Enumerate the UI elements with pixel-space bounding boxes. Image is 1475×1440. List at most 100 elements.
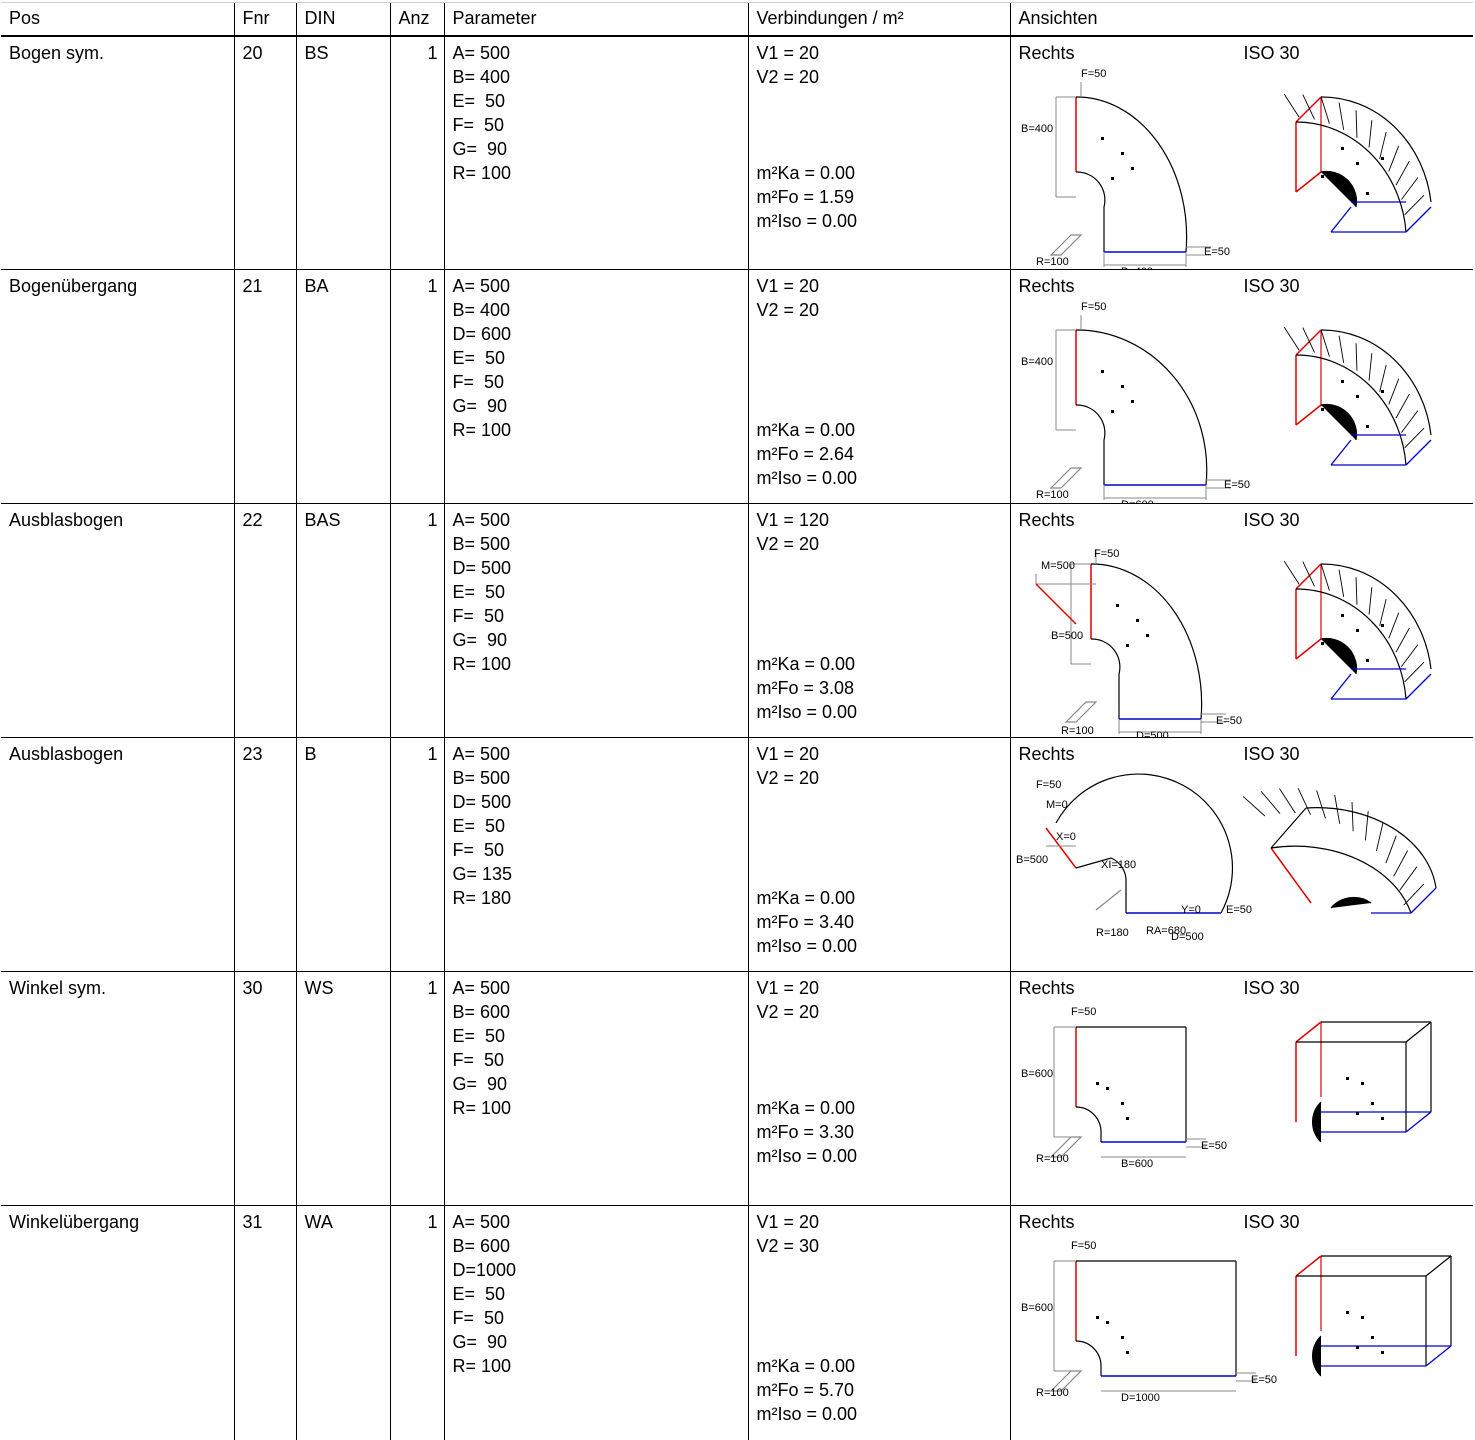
- outer-bend: [1075, 95, 1187, 252]
- blue-edge: [1329, 439, 1352, 466]
- dimension-label: R=180: [1096, 927, 1129, 939]
- table-row: Bogen sym. 20 BS 1 A= 500 B= 400 E= 50 F= 50 G= …: [1, 35, 1473, 270]
- table-row: Ausblasbogen 23 B 1 A= 500 B= 500 D= 500 E= 50 F…: [1, 737, 1473, 972]
- parameter-line: E= 50: [452, 582, 506, 602]
- inner-bend: [1311, 1335, 1321, 1377]
- view-label-iso: ISO 30: [1243, 978, 1300, 998]
- area-line: m²Iso = 0.00: [756, 1404, 858, 1424]
- parameter-line: E= 50: [452, 348, 506, 368]
- red-edge: [1034, 583, 1077, 625]
- area-line: m²Fo = 2.64: [756, 444, 855, 464]
- view-label-rechts: Rechts: [1018, 276, 1075, 296]
- parameter-line: D=1000: [452, 1260, 517, 1280]
- outer-bend: [1090, 563, 1202, 720]
- marker-dot: [1355, 629, 1359, 632]
- hatch-line: [1403, 194, 1424, 215]
- marker-dot: [1100, 370, 1104, 373]
- hatch-line: [1395, 160, 1410, 185]
- hatch-line: [1355, 109, 1357, 138]
- area-line: m²Fo = 3.30: [756, 1122, 855, 1142]
- marker-dot: [1110, 410, 1114, 413]
- parameter-line: B= 400: [452, 66, 511, 87]
- hatch-line: [1338, 569, 1344, 597]
- cell-parameter: A= 500 B= 500 D= 500 E= 50 F= 50 G= 135 R= 180: [443, 737, 748, 972]
- inner-bend: [1075, 1340, 1102, 1367]
- parameter-line: F= 50: [452, 1308, 505, 1328]
- cell-anz: 1: [389, 971, 444, 1206]
- dimension-label: R=100: [1036, 256, 1069, 268]
- area-line: m²Ka = 0.00: [756, 888, 856, 908]
- parameter-line: G= 135: [452, 864, 513, 884]
- hatch-line: [1320, 330, 1330, 357]
- dimension-label: D=500: [1171, 931, 1204, 943]
- parameter-line: F= 50: [452, 114, 505, 135]
- marker-dot: [1365, 191, 1369, 195]
- cell-din: B: [295, 737, 390, 972]
- cell-pos: Bogen sym.: [1, 35, 234, 270]
- blue-edge: [1405, 1111, 1431, 1133]
- cell-verbindungen: V1 = 120 V2 = 20 m²Ka = 0.00 m²Fo = 3.08 m²I…: [747, 503, 1010, 738]
- hatch-line: [1242, 796, 1265, 817]
- hatch-line: [1400, 410, 1418, 433]
- cell-verbindungen: V1 = 20 V2 = 20 m²Ka = 0.00 m²Fo = 3.40 m²Is…: [747, 737, 1010, 972]
- cell-anz: 1: [389, 1205, 444, 1440]
- parameter-line: F= 50: [452, 372, 505, 392]
- parameter-line: A= 500: [452, 510, 511, 530]
- hatch-line: [1338, 335, 1344, 363]
- parameter-line: F= 50: [452, 1050, 505, 1070]
- blue-edge: [1410, 887, 1436, 914]
- connection-line: V1 = 20: [756, 978, 820, 998]
- marker-dot: [1115, 604, 1119, 607]
- cell-parameter: A= 500 B= 500 D= 500 E= 50 F= 50 G= 90 R= 100: [443, 503, 748, 738]
- parameter-line: G= 90: [452, 138, 508, 159]
- dimension-label: D=1000: [1121, 1392, 1160, 1404]
- outer-bend: [1270, 845, 1412, 914]
- hatch-line: [1301, 561, 1315, 587]
- connection-line: V1 = 20: [756, 276, 820, 296]
- area-line: m²Iso = 0.00: [756, 702, 858, 722]
- blue-edge: [1405, 673, 1431, 700]
- radius-marker: [1049, 1136, 1082, 1158]
- dimension-label: XI=180: [1101, 859, 1136, 871]
- cell-ansichten: Rechts ISO 30 F=50 B=600 R=100 B=600 E=50: [1009, 971, 1473, 1206]
- cell-fnr: 30: [233, 971, 296, 1206]
- inner-bend: [1320, 403, 1357, 441]
- dimension-label: E=50: [1204, 246, 1230, 258]
- table-row: Winkel sym. 30 WS 1 A= 500 B= 600 E= 50 F= 50 G=…: [1, 971, 1473, 1206]
- cell-ansichten: Rechts ISO 30 F=50 B=600 R=100 D=1000 E=50: [1009, 1205, 1473, 1440]
- inner-bend: [1075, 170, 1105, 207]
- outer-bend: [1320, 329, 1432, 436]
- cell-ansichten: Rechts ISO 30 F=50 M=0 X=0 B=500 XI=180 Y=0 E=50…: [1009, 737, 1473, 972]
- marker-dot: [1380, 156, 1384, 160]
- marker-dot: [1105, 1087, 1109, 1090]
- inner-bend: [1320, 637, 1357, 675]
- parameter-line: D= 500: [452, 558, 512, 578]
- parameter-line: B= 400: [452, 300, 511, 320]
- hatch-line: [1400, 644, 1418, 667]
- cell-verbindungen: V1 = 20 V2 = 30 m²Ka = 0.00 m²Fo = 5.70 m²Is…: [747, 1205, 1010, 1440]
- outer-bend: [1054, 773, 1233, 914]
- connection-line: V2 = 20: [756, 300, 820, 320]
- cell-ansichten: Rechts ISO 30 F=50 M=500 B=500 R=100 D=500 E=50: [1009, 503, 1473, 738]
- cell-din: BA: [295, 269, 390, 504]
- marker-dot: [1095, 1082, 1099, 1085]
- cell-din: BAS: [295, 503, 390, 738]
- red-edge: [1295, 638, 1321, 660]
- hatch-line: [1378, 598, 1387, 626]
- area-line: m²Iso = 0.00: [756, 468, 858, 488]
- hatch-line: [1260, 790, 1280, 814]
- header-row: Pos Fnr DIN Anz Parameter Verbindungen /…: [1, 2, 1473, 37]
- dimension-label: M=500: [1041, 560, 1075, 572]
- parameter-line: A= 500: [452, 276, 511, 296]
- marker-dot: [1340, 614, 1344, 617]
- connection-line: V2 = 20: [756, 1002, 820, 1022]
- view-label-iso: ISO 30: [1243, 42, 1300, 63]
- parameter-line: A= 500: [452, 978, 511, 998]
- outer-bend: [1295, 588, 1407, 700]
- parameter-line: A= 500: [452, 744, 511, 764]
- marker-dot: [1380, 1117, 1384, 1120]
- area-line: m²Iso = 0.00: [756, 936, 858, 956]
- parameter-line: E= 50: [452, 1284, 506, 1304]
- cell-verbindungen: V1 = 20 V2 = 20 m²Ka = 0.00 m²Fo = 3.30 m²Is…: [747, 971, 1010, 1206]
- connection-line: V2 = 20: [756, 534, 820, 554]
